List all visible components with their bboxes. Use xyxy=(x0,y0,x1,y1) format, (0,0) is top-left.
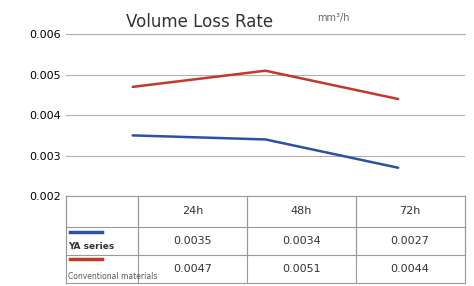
Text: mm³/h: mm³/h xyxy=(318,13,350,23)
Text: 0.0035: 0.0035 xyxy=(173,236,212,246)
Text: 0.0044: 0.0044 xyxy=(391,264,429,274)
Text: 24h: 24h xyxy=(182,206,203,216)
Text: 0.0051: 0.0051 xyxy=(282,264,320,274)
Text: 0.0027: 0.0027 xyxy=(391,236,429,246)
Text: 72h: 72h xyxy=(400,206,421,216)
Text: YA series: YA series xyxy=(68,242,115,251)
Text: Conventional materials: Conventional materials xyxy=(68,272,158,281)
Text: 0.0034: 0.0034 xyxy=(282,236,320,246)
Text: 0.0047: 0.0047 xyxy=(173,264,212,274)
Text: 48h: 48h xyxy=(291,206,312,216)
Text: Volume Loss Rate: Volume Loss Rate xyxy=(126,13,273,31)
